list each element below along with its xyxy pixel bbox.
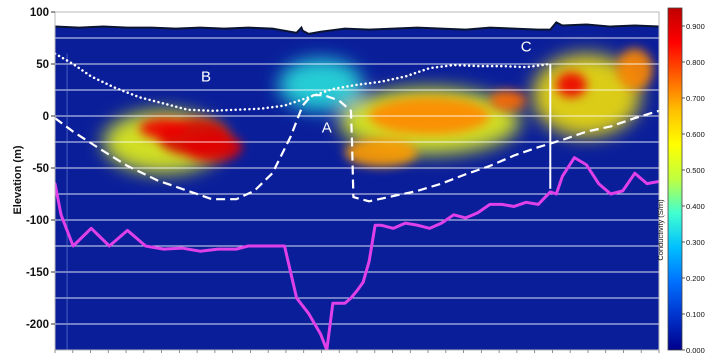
colorbar-ticks: 0.900 0.800 0.700 0.600 0.500 0.400 0.300 0.200…: [682, 22, 705, 355]
conductivity-anomaly-2: [181, 132, 243, 162]
conductivity-anomaly-5: [489, 90, 527, 111]
series-line-solid: [55, 156, 659, 350]
colorbar-tick-label: 0.200: [686, 274, 705, 283]
conductivity-anomaly-6: [556, 72, 587, 98]
annotation-b: B: [201, 68, 211, 85]
y-tick-label: -50: [32, 163, 49, 175]
series-line-dashed: [55, 94, 659, 203]
annotation-c: C: [521, 38, 532, 55]
conductivity-anomaly-8: [344, 137, 418, 167]
colorbar-tick-label: 0.900: [686, 22, 705, 31]
conductivity-anomaly-7: [616, 48, 653, 90]
vertical-marker-layer: [66, 53, 552, 350]
grid-layer: [55, 37, 659, 325]
colorbar-tick-label: 0.400: [686, 202, 705, 211]
plot-area: A B C: [55, 12, 659, 350]
series-line-dotted: [55, 52, 552, 113]
annotation-layer: A B C: [201, 38, 532, 136]
y-tick-label: 50: [36, 59, 49, 71]
y-tick-label: -200: [26, 319, 49, 331]
colorbar-tick-label: 0.300: [686, 238, 705, 247]
above-surface-area: [55, 12, 659, 34]
annotation-a: A: [322, 119, 332, 136]
colorbar: 0.900 0.800 0.700 0.600 0.500 0.400 0.300 0.200…: [656, 7, 705, 355]
colorbar-ramp: [667, 7, 683, 351]
colorbar-tick-label: 0.600: [686, 130, 705, 139]
shading-blob-4: [278, 58, 364, 111]
colorbar-tick-label: 0.800: [686, 58, 705, 67]
conductivity-anomaly-layer: [139, 48, 653, 167]
y-tick-label: 0: [43, 111, 49, 123]
x-tick-layer: [54, 350, 660, 353]
y-tick-label: -150: [26, 267, 49, 279]
colorbar-tick-label: 0.000: [686, 346, 705, 355]
colorbar-tick-label: 0.500: [686, 166, 705, 175]
conductivity-anomaly-3: [139, 118, 188, 139]
colorbar-label: Conductivity (S/m): [656, 199, 665, 261]
y-axis-label: Elevation (m): [12, 145, 24, 214]
y-tick-label: 100: [30, 7, 49, 19]
surface-layer: [55, 12, 659, 35]
y-axis: 100 50 0 -50 -100 -150 -200: [26, 7, 55, 331]
ground-surface-line: [55, 21, 659, 35]
series-layer: [55, 52, 659, 350]
colorbar-tick-label: 0.700: [686, 94, 705, 103]
colorbar-tick-label: 0.100: [686, 310, 705, 319]
y-tick-label: -100: [26, 215, 49, 227]
